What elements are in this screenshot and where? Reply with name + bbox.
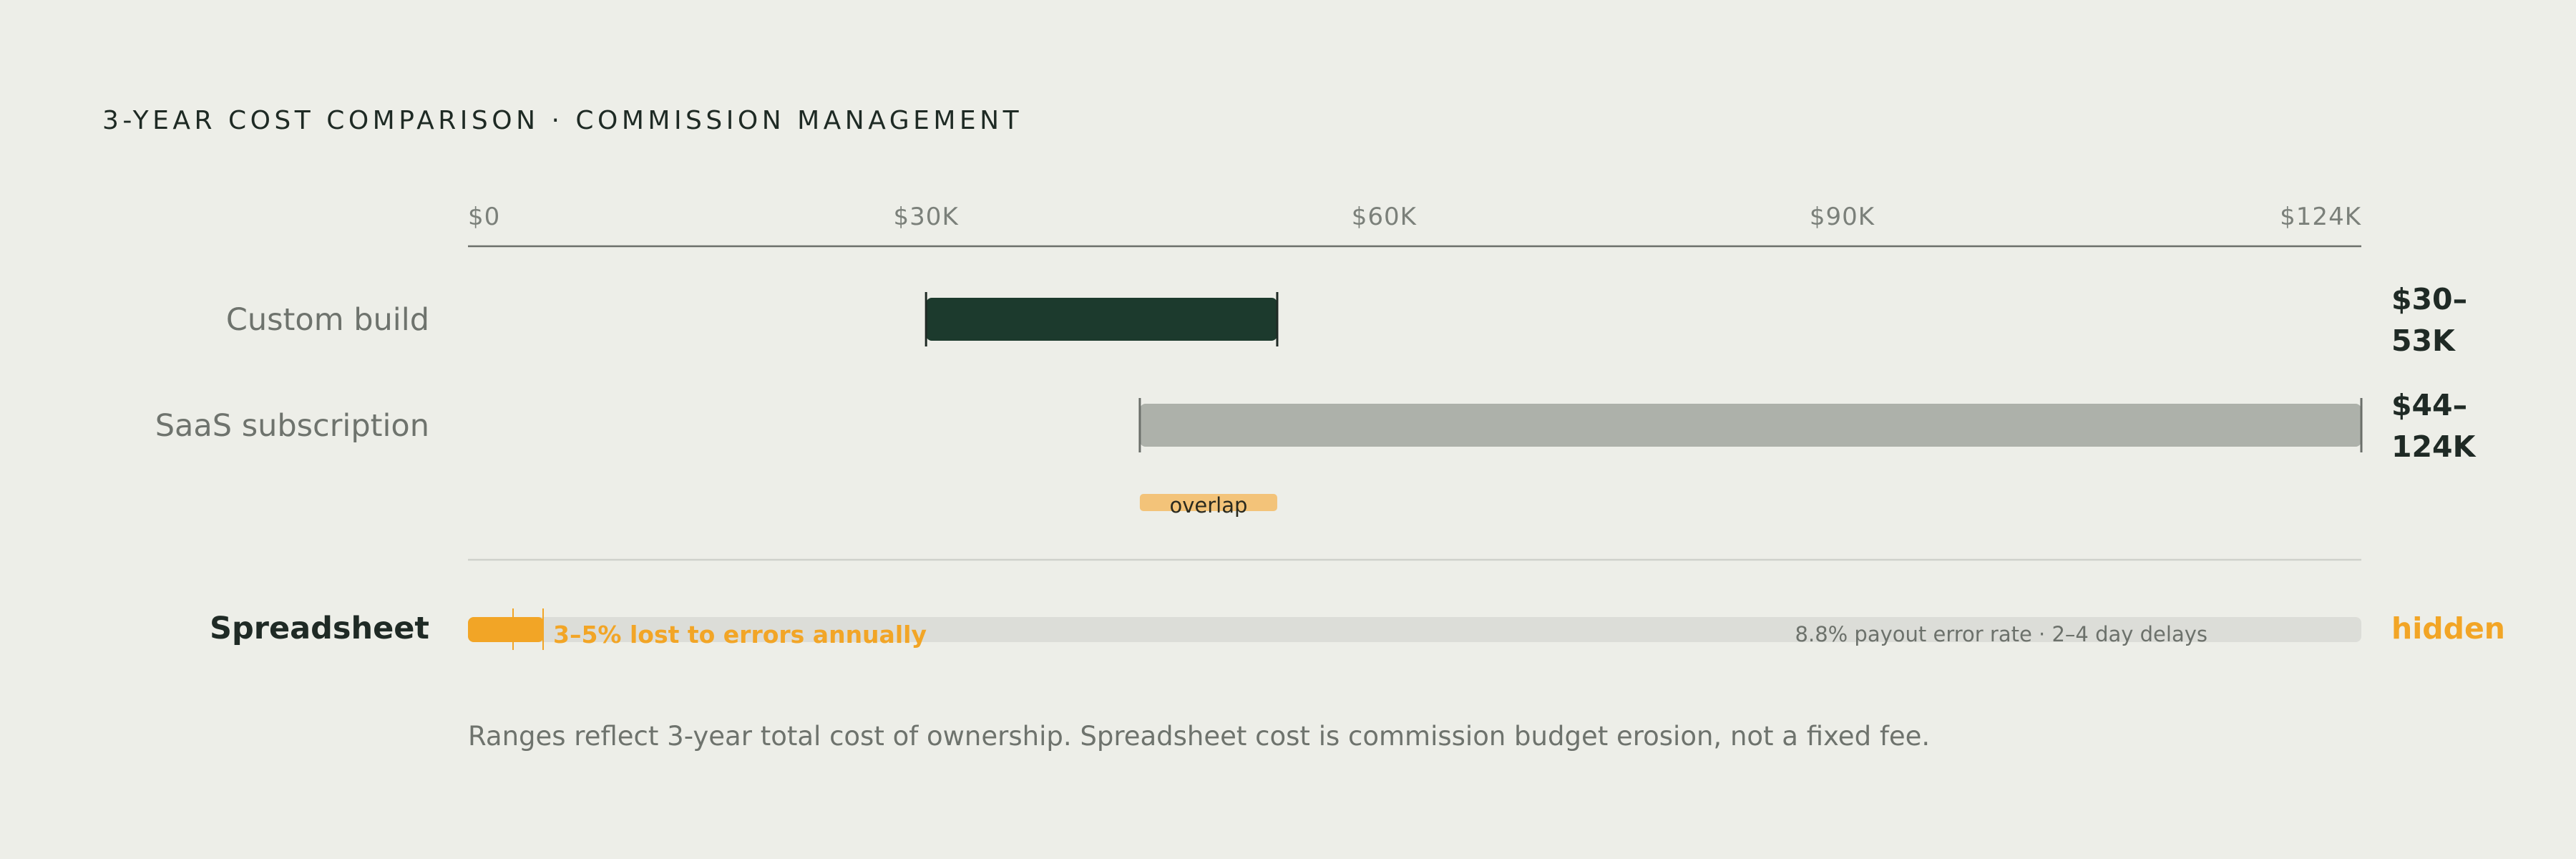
- x-tick-label: $90K: [1810, 203, 1875, 231]
- footnote: Ranges reflect 3-year total cost of owne…: [468, 721, 1930, 752]
- row-label: Custom build: [226, 302, 429, 338]
- spreadsheet-value-label: hidden: [2391, 611, 2505, 646]
- spreadsheet-loss-label: 3–5% lost to errors annually: [553, 621, 927, 649]
- x-tick-label: $30K: [894, 203, 960, 231]
- x-tick-label: $0: [468, 203, 500, 231]
- x-tick-label: $124K: [2280, 203, 2362, 231]
- spreadsheet-loss-bar: [468, 617, 544, 642]
- range-rows: Custom build $30– 53K SaaS subscription $44–…: [155, 282, 2477, 464]
- range-bar: [926, 298, 1277, 341]
- spreadsheet-label: Spreadsheet: [210, 611, 429, 646]
- range-bar: [1139, 404, 2361, 447]
- chart-title: 3-YEAR COST COMPARISON · COMMISSION MANA…: [102, 106, 1023, 135]
- x-tick-label: $60K: [1352, 203, 1418, 231]
- x-axis-ticks: $0 $30K $60K $90K $124K: [468, 203, 2362, 231]
- spreadsheet-track: [468, 617, 2361, 642]
- spreadsheet-row: Spreadsheet 3–5% lost to errors annually…: [210, 608, 2505, 650]
- range-value-label: $44– 124K: [2391, 388, 2477, 464]
- overlap-label: overlap: [1169, 493, 1247, 518]
- overlap-bar: [1139, 494, 1277, 511]
- range-value-label: $30– 53K: [2391, 282, 2467, 358]
- overlap-group: overlap: [1139, 493, 1277, 518]
- row-label: SaaS subscription: [155, 408, 429, 444]
- spreadsheet-error-detail: 8.8% payout error rate · 2–4 day delays: [1795, 622, 2207, 646]
